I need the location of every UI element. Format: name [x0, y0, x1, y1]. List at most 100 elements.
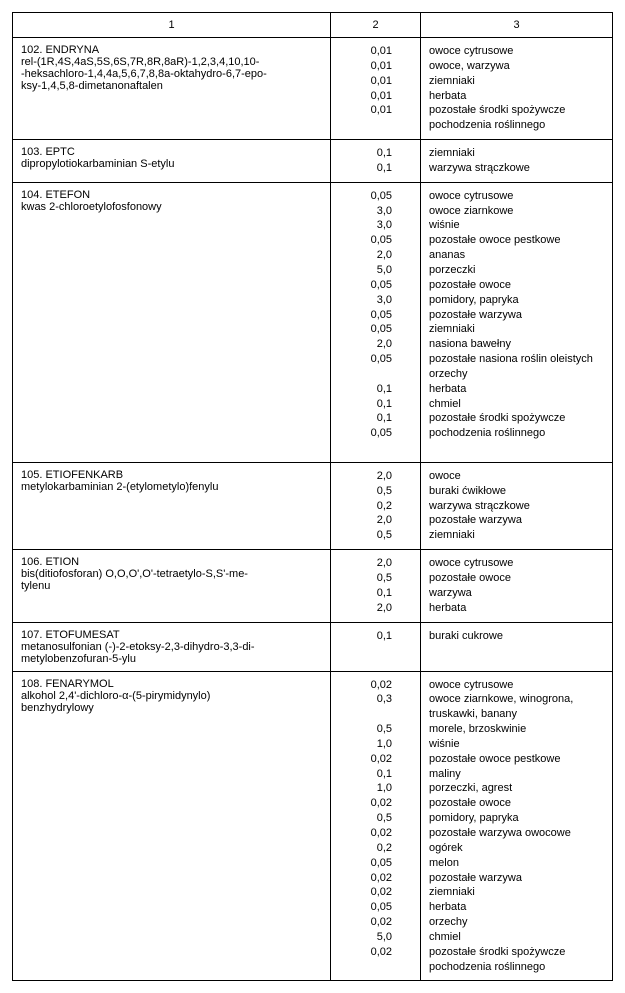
commodity: orzechy: [429, 915, 604, 930]
table-row: 103. EPTCdipropylotiokarbaminian S-etylu…: [13, 140, 613, 183]
limit-value: 0,05: [339, 233, 392, 248]
limit-value: 0,02: [339, 915, 392, 930]
limit-value: 0,2: [339, 841, 392, 856]
limit-value: 0,01: [339, 103, 392, 118]
table-row: 105. ETIOFENKARBmetylokarbaminian 2-(ety…: [13, 462, 613, 549]
commodity: chmiel: [429, 397, 604, 412]
commodity: wiśnie: [429, 737, 604, 752]
commodity: ziemniaki: [429, 146, 604, 161]
commodity: pozostałe warzywa owocowe: [429, 826, 604, 841]
limit-values: 0,010,010,010,010,01: [331, 38, 421, 140]
col-header-3: 3: [421, 13, 613, 38]
commodity: owoce cytrusowe: [429, 556, 604, 571]
commodity: pozostałe owoce: [429, 796, 604, 811]
limit-value: 2,0: [339, 469, 392, 484]
limit-value: 5,0: [339, 263, 392, 278]
table-row: 107. ETOFUMESATmetanosulfonian (-)-2-eto…: [13, 622, 613, 671]
substance-name: 105. ETIOFENKARBmetylokarbaminian 2-(ety…: [13, 462, 331, 549]
substance-name: 106. ETIONbis(ditiofosforan) O,O,O',O'-t…: [13, 550, 331, 622]
substance-name: 102. ENDRYNArel-(1R,4S,4aS,5S,6S,7R,8R,8…: [13, 38, 331, 140]
header-row: 1 2 3: [13, 13, 613, 38]
commodity-descriptions: owoce cytrusoweowoce, warzywaziemniakihe…: [421, 38, 613, 140]
limit-value: 0,5: [339, 571, 392, 586]
commodity: ziemniaki: [429, 528, 604, 543]
limit-value: 0,01: [339, 89, 392, 104]
limit-value: 3,0: [339, 204, 392, 219]
commodity: ziemniaki: [429, 322, 604, 337]
commodity: warzywa: [429, 586, 604, 601]
limit-value: 0,1: [339, 397, 392, 412]
commodity: buraki ćwikłowe: [429, 484, 604, 499]
limit-value: 0,05: [339, 322, 392, 337]
commodity: maliny: [429, 767, 604, 782]
limit-value: 0,05: [339, 189, 392, 204]
limit-value: 0,3: [339, 692, 392, 707]
commodity: buraki cukrowe: [429, 629, 604, 644]
commodity: ananas: [429, 248, 604, 263]
substance-name: 104. ETEFONkwas 2-chloroetylofosfonowy: [13, 182, 331, 462]
commodity: pozostałe warzywa: [429, 871, 604, 886]
substance-name: 107. ETOFUMESATmetanosulfonian (-)-2-eto…: [13, 622, 331, 671]
commodity-descriptions: owoce cytrusoweowoce ziarnkowewiśniepozo…: [421, 182, 613, 462]
limit-values: 0,1: [331, 622, 421, 671]
mrl-table: 1 2 3 102. ENDRYNArel-(1R,4S,4aS,5S,6S,7…: [12, 12, 613, 981]
limit-value: 0,1: [339, 767, 392, 782]
commodity: pozostałe warzywa: [429, 513, 604, 528]
commodity: pozostałe owoce: [429, 278, 604, 293]
limit-value: 2,0: [339, 513, 392, 528]
commodity: herbata: [429, 89, 604, 104]
commodity: ziemniaki: [429, 885, 604, 900]
commodity-descriptions: owoceburaki ćwikłowewarzywa strączkowepo…: [421, 462, 613, 549]
commodity-descriptions: owoce cytrusowepozostałe owocewarzywaher…: [421, 550, 613, 622]
limit-value: 0,05: [339, 278, 392, 293]
commodity: porzeczki, agrest: [429, 781, 604, 796]
col-header-2: 2: [331, 13, 421, 38]
limit-values: 0,10,1: [331, 140, 421, 183]
commodity: porzeczki: [429, 263, 604, 278]
substance-name: 103. EPTCdipropylotiokarbaminian S-etylu: [13, 140, 331, 183]
commodity: owoce ziarnkowe: [429, 204, 604, 219]
col-header-1: 1: [13, 13, 331, 38]
limit-value: 0,5: [339, 722, 392, 737]
commodity: pozostałe warzywa: [429, 308, 604, 323]
limit-value: 0,05: [339, 352, 392, 367]
limit-value: 2,0: [339, 556, 392, 571]
limit-value: 3,0: [339, 293, 392, 308]
limit-value: 1,0: [339, 737, 392, 752]
commodity: pomidory, papryka: [429, 293, 604, 308]
commodity: pomidory, papryka: [429, 811, 604, 826]
limit-values: 2,00,50,22,00,5: [331, 462, 421, 549]
limit-value: 2,0: [339, 337, 392, 352]
limit-value: 2,0: [339, 601, 392, 616]
limit-value: 0,05: [339, 308, 392, 323]
commodity: herbata: [429, 601, 604, 616]
limit-values: 2,00,50,12,0: [331, 550, 421, 622]
limit-value: 0,1: [339, 629, 392, 644]
commodity: pozostałe środki spożywcze pochodzenia r…: [429, 945, 604, 975]
limit-value: 0,2: [339, 499, 392, 514]
limit-value: 0,02: [339, 826, 392, 841]
commodity: pozostałe owoce: [429, 571, 604, 586]
limit-value: 0,5: [339, 528, 392, 543]
commodity: orzechy: [429, 367, 604, 382]
limit-value: 0,02: [339, 885, 392, 900]
commodity-descriptions: ziemniakiwarzywa strączkowe: [421, 140, 613, 183]
limit-values: 0,053,03,00,052,05,00,053,00,050,052,00,…: [331, 182, 421, 462]
limit-value: 0,02: [339, 945, 392, 960]
limit-value: 0,02: [339, 752, 392, 767]
commodity: warzywa strączkowe: [429, 161, 604, 176]
commodity: pozostałe owoce pestkowe: [429, 233, 604, 248]
limit-value: 0,1: [339, 161, 392, 176]
commodity: ziemniaki: [429, 74, 604, 89]
limit-value: 0,1: [339, 382, 392, 397]
limit-value: 3,0: [339, 218, 392, 233]
table-row: 108. FENARYMOLalkohol 2,4'-dichloro-α-(5…: [13, 671, 613, 981]
limit-value: 0,02: [339, 796, 392, 811]
limit-value: 0,05: [339, 900, 392, 915]
table-row: 104. ETEFONkwas 2-chloroetylofosfonowy 0,…: [13, 182, 613, 462]
commodity: pozostałe środki spożywcze pochodzenia r…: [429, 411, 604, 441]
commodity: owoce, warzywa: [429, 59, 604, 74]
commodity: owoce ziarnkowe, winogrona, truskawki, b…: [429, 692, 604, 722]
commodity: ogórek: [429, 841, 604, 856]
commodity: chmiel: [429, 930, 604, 945]
